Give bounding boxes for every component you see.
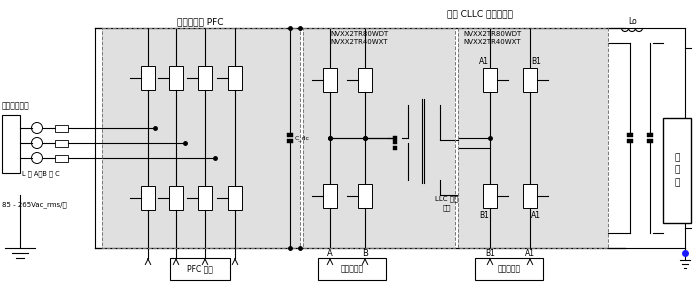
Bar: [475, 258, 543, 280]
Bar: [228, 186, 242, 210]
Bar: [169, 66, 183, 90]
Bar: [523, 184, 537, 208]
Bar: [647, 139, 653, 143]
Bar: [303, 28, 455, 248]
Text: A: A: [327, 249, 333, 258]
Bar: [287, 133, 293, 137]
Text: 三相交流输入: 三相交流输入: [2, 101, 30, 110]
Bar: [228, 66, 242, 90]
Text: LLC 谐振
电路: LLC 谐振 电路: [435, 195, 459, 211]
Bar: [2, 115, 20, 173]
Bar: [318, 258, 386, 280]
Bar: [483, 68, 497, 92]
Text: B1: B1: [531, 58, 541, 66]
Bar: [169, 186, 183, 210]
Bar: [393, 146, 397, 150]
Bar: [102, 28, 300, 248]
Text: 双向 CLLC 全桥转换器: 双向 CLLC 全桥转换器: [447, 10, 513, 18]
Bar: [663, 118, 691, 223]
Bar: [141, 66, 155, 90]
Text: NVXX2TR80WDT
NVXX2TR40WXT: NVXX2TR80WDT NVXX2TR40WXT: [463, 31, 521, 45]
Bar: [198, 186, 212, 210]
Bar: [55, 125, 68, 131]
Bar: [483, 184, 497, 208]
Text: B: B: [362, 249, 368, 258]
Text: PFC 控制: PFC 控制: [187, 264, 213, 273]
Text: 次级侧门控: 次级侧门控: [498, 264, 521, 273]
Text: Lo: Lo: [628, 18, 637, 27]
Text: B1: B1: [479, 212, 489, 221]
Bar: [358, 68, 372, 92]
Text: 85 - 265Vac_rms/相: 85 - 265Vac_rms/相: [2, 202, 67, 208]
Bar: [458, 28, 608, 248]
Bar: [55, 140, 68, 147]
Bar: [627, 139, 633, 143]
Bar: [647, 133, 653, 137]
Text: NVXX2TR80WDT
NVXX2TR40WXT: NVXX2TR80WDT NVXX2TR40WXT: [330, 31, 389, 45]
Bar: [323, 68, 337, 92]
Text: A1: A1: [479, 58, 489, 66]
Bar: [303, 28, 455, 248]
Bar: [55, 155, 68, 162]
Bar: [627, 133, 633, 137]
Text: 初级侧门控: 初级侧门控: [341, 264, 363, 273]
Bar: [102, 28, 300, 248]
Text: C_dc: C_dc: [295, 135, 310, 141]
Bar: [198, 66, 212, 90]
Text: B1: B1: [485, 249, 495, 258]
Text: A1: A1: [525, 249, 535, 258]
Text: A1: A1: [531, 212, 541, 221]
Text: 升压型三相 PFC: 升压型三相 PFC: [177, 18, 223, 27]
Bar: [170, 258, 230, 280]
Text: 蓄
电
池: 蓄 电 池: [674, 153, 680, 187]
Bar: [287, 139, 293, 143]
Bar: [523, 68, 537, 92]
Bar: [323, 184, 337, 208]
Bar: [358, 184, 372, 208]
Bar: [458, 28, 608, 248]
Bar: [141, 186, 155, 210]
Bar: [393, 136, 397, 144]
Text: L 相 A、B 和 C: L 相 A、B 和 C: [22, 171, 60, 177]
